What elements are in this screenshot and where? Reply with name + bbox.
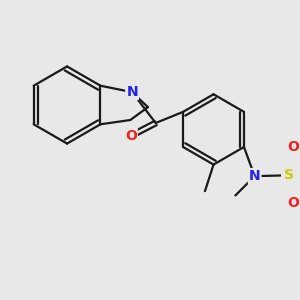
Text: S: S	[284, 168, 294, 182]
Text: N: N	[249, 169, 260, 183]
Text: O: O	[125, 129, 137, 143]
Text: N: N	[126, 85, 138, 99]
Text: O: O	[287, 196, 299, 210]
Text: O: O	[287, 140, 299, 154]
